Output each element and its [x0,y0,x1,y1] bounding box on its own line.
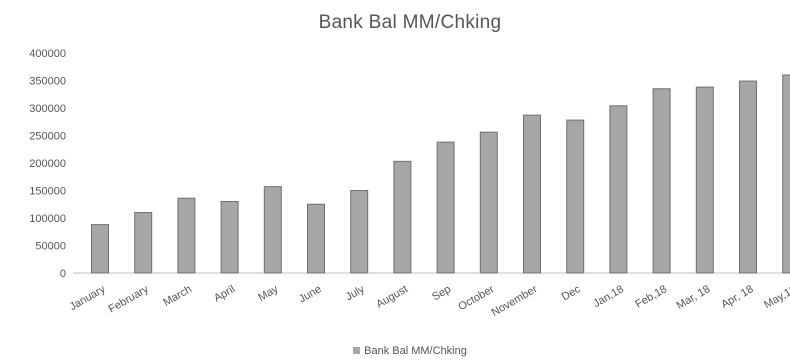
x-tick-label: Apr, 18 [719,283,755,311]
bar [695,86,714,274]
y-tick-label: 300000 [29,103,66,115]
bar [177,197,196,274]
x-tick-label: April [212,283,237,304]
x-tick-label: January [68,283,108,313]
bars [91,74,790,274]
y-tick-label: 350000 [29,76,66,88]
y-tick-label: 200000 [29,158,66,170]
bar [739,80,757,274]
bar [134,212,153,274]
x-tick-label: February [107,283,152,316]
x-tick-label: July [344,283,367,303]
x-tick-label: Jan,18 [591,283,626,310]
bar [479,131,498,274]
y-tick-label: 400000 [29,48,66,60]
y-tick-label: 150000 [29,186,66,198]
bar [220,201,239,274]
chart-title: Bank Bal MM/Chking [318,12,502,33]
x-tick-label: May,18 [762,283,790,311]
x-tick-label: June [297,283,324,305]
y-tick-label: 100000 [29,213,66,225]
bar [523,114,541,274]
bar [91,224,109,274]
x-tick-label: Mar, 18 [675,283,713,312]
x-tick-label: March [161,283,193,309]
y-tick-label: 0 [60,268,66,280]
x-tick-label: Sep [430,283,453,303]
legend-swatch [353,347,361,354]
bar [782,74,790,274]
y-tick-label: 50000 [35,241,66,253]
bar [393,160,412,274]
x-tick-label: November [490,283,540,319]
x-tick-label: August [374,283,410,311]
bar [350,190,369,274]
bar [307,203,325,274]
legend-label: Bank Bal MM/Chking [364,345,467,357]
y-tick-label: 250000 [29,131,66,143]
legend: Bank Bal MM/Chking [0,345,790,357]
x-tick-label: Dec [560,283,583,303]
bar [652,88,671,274]
bar [436,141,455,274]
bar [263,186,282,274]
x-axis: January February March April May June July Augu… [68,283,790,319]
x-tick-label: May [256,283,280,304]
bar [566,119,585,274]
y-axis: 0 50000 100000 150000 200000 250000 300000 3500… [29,48,790,280]
x-tick-label: Feb,18 [633,283,669,311]
bar [609,105,628,274]
